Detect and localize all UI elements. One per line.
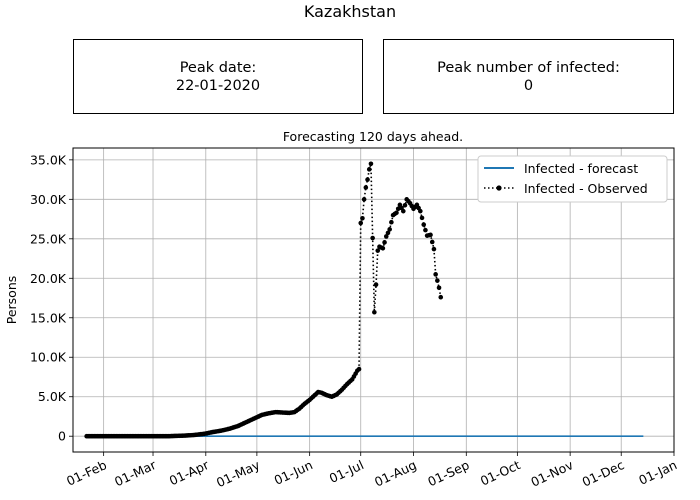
observed-point [365,177,370,182]
observed-point [389,219,394,225]
x-tick-label: 01-Feb [64,457,109,489]
observed-point [418,208,423,214]
observed-point [361,197,367,202]
observed-point [356,366,362,372]
legend-forecast-label: Infected - forecast [524,161,638,176]
chart-frame [72,147,675,453]
observed-point [429,239,435,245]
legend-observed-label: Infected - Observed [524,181,648,196]
y-tick-label: 30.0K [30,192,67,207]
observed-point [368,161,374,167]
observed-point [438,294,444,300]
y-axis-label: Persons [4,276,19,325]
chart-legend: Infected - forecast Infected - Observed [477,155,668,203]
page-title: Kazakhstan [303,2,397,21]
observed-point [421,222,427,227]
observed-point [385,230,391,236]
y-axis: 0 5.0K 10.0K 15.0K 20.0K 25.0K 30.0K 35.0K [30,152,73,444]
y-tick-label: 10.0K [30,350,67,365]
observed-point [402,202,408,208]
y-tick-label: 20.0K [30,271,67,286]
y-tick-label: 15.0K [30,310,67,325]
chart-subtitle: Forecasting 120 days ahead. [283,129,463,144]
observed-point [394,210,399,216]
x-tick-label: 01-Mar [112,457,159,490]
x-tick-label: 01-Jul [327,457,366,486]
legend-frame [477,155,668,203]
observed-point [387,227,392,232]
observed-point [419,215,425,221]
x-tick-label: 01-Aug [372,457,419,489]
observed-point [435,278,440,283]
observed-point [360,215,365,221]
y-tick-label: 35.0K [30,152,67,167]
observed-point [431,246,437,252]
x-tick-label: 01-Nov [528,457,575,490]
x-tick-label: 01-Jan [636,457,679,488]
peak-date-box: Peak date: 22-01-2020 [73,39,363,114]
y-tick-label: 0 [58,429,66,444]
chart-plot-area [84,161,644,439]
y-tick-label: 25.0K [30,231,67,246]
observed-point [400,208,406,214]
peak-number-value: 0 [523,77,534,94]
observed-point [382,240,387,245]
observed-point [436,285,442,291]
legend-observed-marker [496,185,502,191]
peak-date-value: 22-01-2020 [175,77,261,94]
y-tick-label: 5.0K [38,389,67,404]
observed-point [433,272,438,277]
observed-point [423,227,428,233]
peak-number-label: Peak number of infected: [437,59,620,76]
observed-point [380,245,386,251]
x-tick-label: 01-Jun [272,457,315,488]
observed-point [366,167,372,172]
x-tick-label: 01-Sep [425,457,471,489]
observed-point [358,220,364,226]
observed-point [370,235,375,241]
x-tick-label: 01-Apr [167,457,212,489]
observed-point [428,232,433,238]
observed-point [383,234,389,239]
observed-point [363,185,369,190]
observed-point [373,282,379,287]
x-axis: 01-Feb 01-Mar 01-Apr 01-May 01-Jun 01-Jul 01-A… [64,452,679,490]
peak-number-box: Peak number of infected: 0 [383,39,674,114]
peak-date-label: Peak date: [179,59,257,76]
observed-point [372,309,377,315]
x-tick-label: 01-Oct [478,457,523,489]
x-tick-label: 01-Dec [580,457,627,489]
x-tick-label: 01-May [214,457,263,490]
observed-point [375,248,381,253]
observed-line [86,163,442,438]
